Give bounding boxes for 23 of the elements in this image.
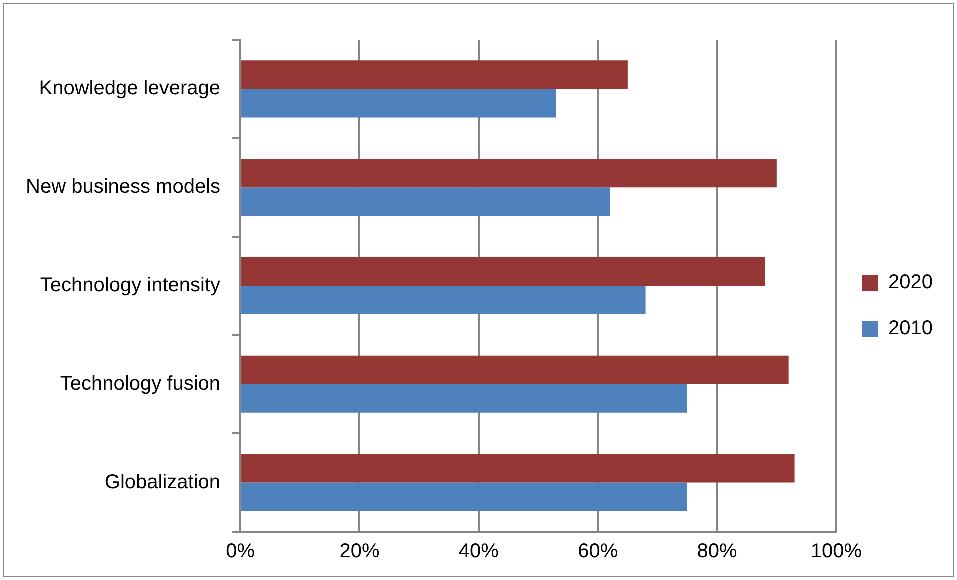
bar (242, 356, 789, 384)
bar (242, 89, 556, 118)
y-tick-label: Globalization (104, 471, 221, 494)
bar (242, 286, 646, 315)
y-tick-label: Knowledge leverage (39, 78, 221, 100)
x-tick-label: 100% (810, 540, 862, 563)
bar (242, 159, 777, 188)
x-tick-label: 20% (340, 540, 380, 563)
y-tick-label: New business models (26, 176, 221, 198)
bar (242, 454, 795, 483)
y-tick-label: Technology fusion (60, 372, 221, 395)
bar (242, 384, 688, 413)
x-tick-label: 60% (578, 540, 618, 563)
bar (242, 257, 765, 286)
x-tick-label: 40% (458, 540, 500, 563)
y-tick-label: Technology intensity (40, 274, 221, 297)
x-tick-label: 80% (697, 540, 738, 563)
legend-label: 2020 (888, 272, 934, 294)
legend-label: 2010 (888, 318, 934, 340)
x-tick-label: 0% (226, 540, 256, 563)
bar (242, 482, 688, 512)
bar (242, 60, 628, 90)
bar (242, 188, 610, 216)
